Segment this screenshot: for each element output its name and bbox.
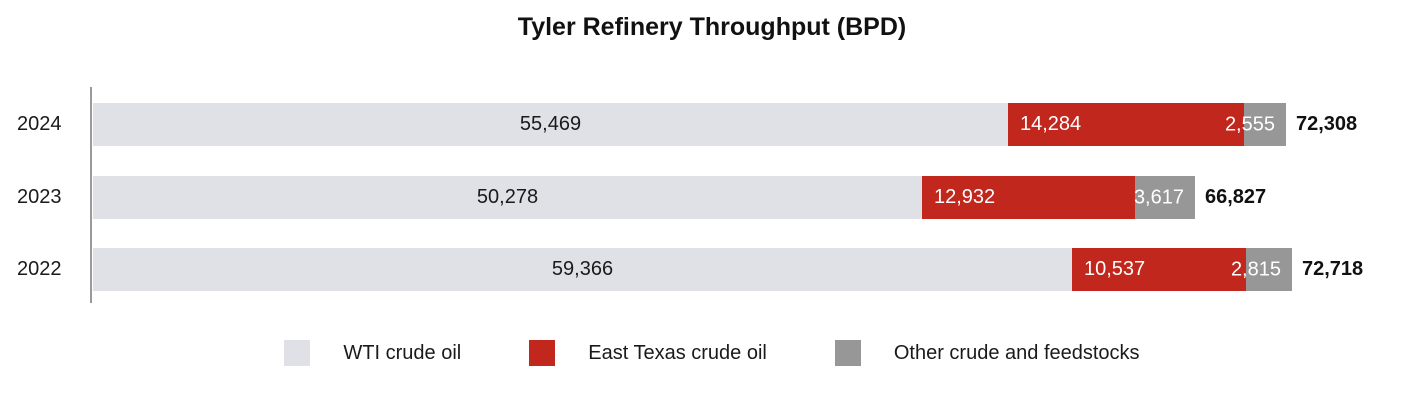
total-label: 72,718: [1302, 258, 1364, 280]
segment-value-label: 12,932: [934, 186, 996, 208]
legend-label-other: Other crude and feedstocks: [893, 341, 1140, 364]
legend: WTI crude oil East Texas crude oil Other…: [0, 340, 1424, 366]
segment-value-label: 14,284: [1020, 113, 1082, 135]
bar-segment-east-texas: 14,284: [1008, 103, 1244, 146]
bar-segment-east-texas: 12,932: [922, 176, 1135, 219]
bar-row-2023: 2023 50,278 12,932 3,617 66,827: [0, 176, 1424, 219]
legend-item-other: Other crude and feedstocks: [834, 340, 1140, 366]
legend-swatch-other: [834, 340, 861, 366]
bar-row-2022: 2022 59,366 10,537 2,815 72,718: [0, 248, 1424, 291]
total-label: 72,308: [1296, 113, 1358, 135]
segment-value-label: 50,278: [476, 186, 539, 208]
bar-segment-east-texas: 10,537: [1072, 248, 1246, 291]
bar-segment-wti: 55,469: [93, 103, 1008, 146]
bar-segment-other: 3,617: [1133, 176, 1195, 219]
segment-value-label: 2,555: [1224, 113, 1275, 135]
bar-segment-wti: 59,366: [93, 248, 1072, 291]
segment-value-label: 2,815: [1230, 258, 1281, 280]
category-label-2024: 2024: [17, 113, 62, 135]
stacked-bar-2024: 55,469 14,284 2,555 72,308: [93, 103, 1357, 146]
category-label-2022: 2022: [17, 258, 62, 280]
legend-swatch-east-texas: [529, 340, 556, 366]
segment-value-label: 59,366: [551, 258, 614, 280]
legend-item-wti: WTI crude oil: [284, 340, 461, 366]
stacked-bar-2023: 50,278 12,932 3,617 66,827: [93, 176, 1266, 219]
total-label: 66,827: [1205, 186, 1267, 208]
y-axis-line: [90, 87, 92, 303]
chart-title: Tyler Refinery Throughput (BPD): [517, 13, 907, 41]
bar-segment-other: 2,555: [1225, 103, 1286, 146]
segment-value-label: 55,469: [519, 113, 582, 135]
bar-segment-other: 2,815: [1231, 248, 1292, 291]
segment-value-label: 10,537: [1084, 258, 1146, 280]
stacked-bar-2022: 59,366 10,537 2,815 72,718: [93, 248, 1363, 291]
category-label-2023: 2023: [17, 186, 62, 208]
legend-swatch-wti: [284, 340, 311, 366]
segment-value-label: 3,617: [1133, 186, 1184, 208]
bar-segment-wti: 50,278: [93, 176, 922, 219]
bar-row-2024: 2024 55,469 14,284 2,555 72,308: [0, 103, 1424, 146]
legend-label-east-texas: East Texas crude oil: [588, 341, 767, 364]
legend-label-wti: WTI crude oil: [343, 341, 462, 364]
legend-item-east-texas: East Texas crude oil: [529, 340, 767, 366]
